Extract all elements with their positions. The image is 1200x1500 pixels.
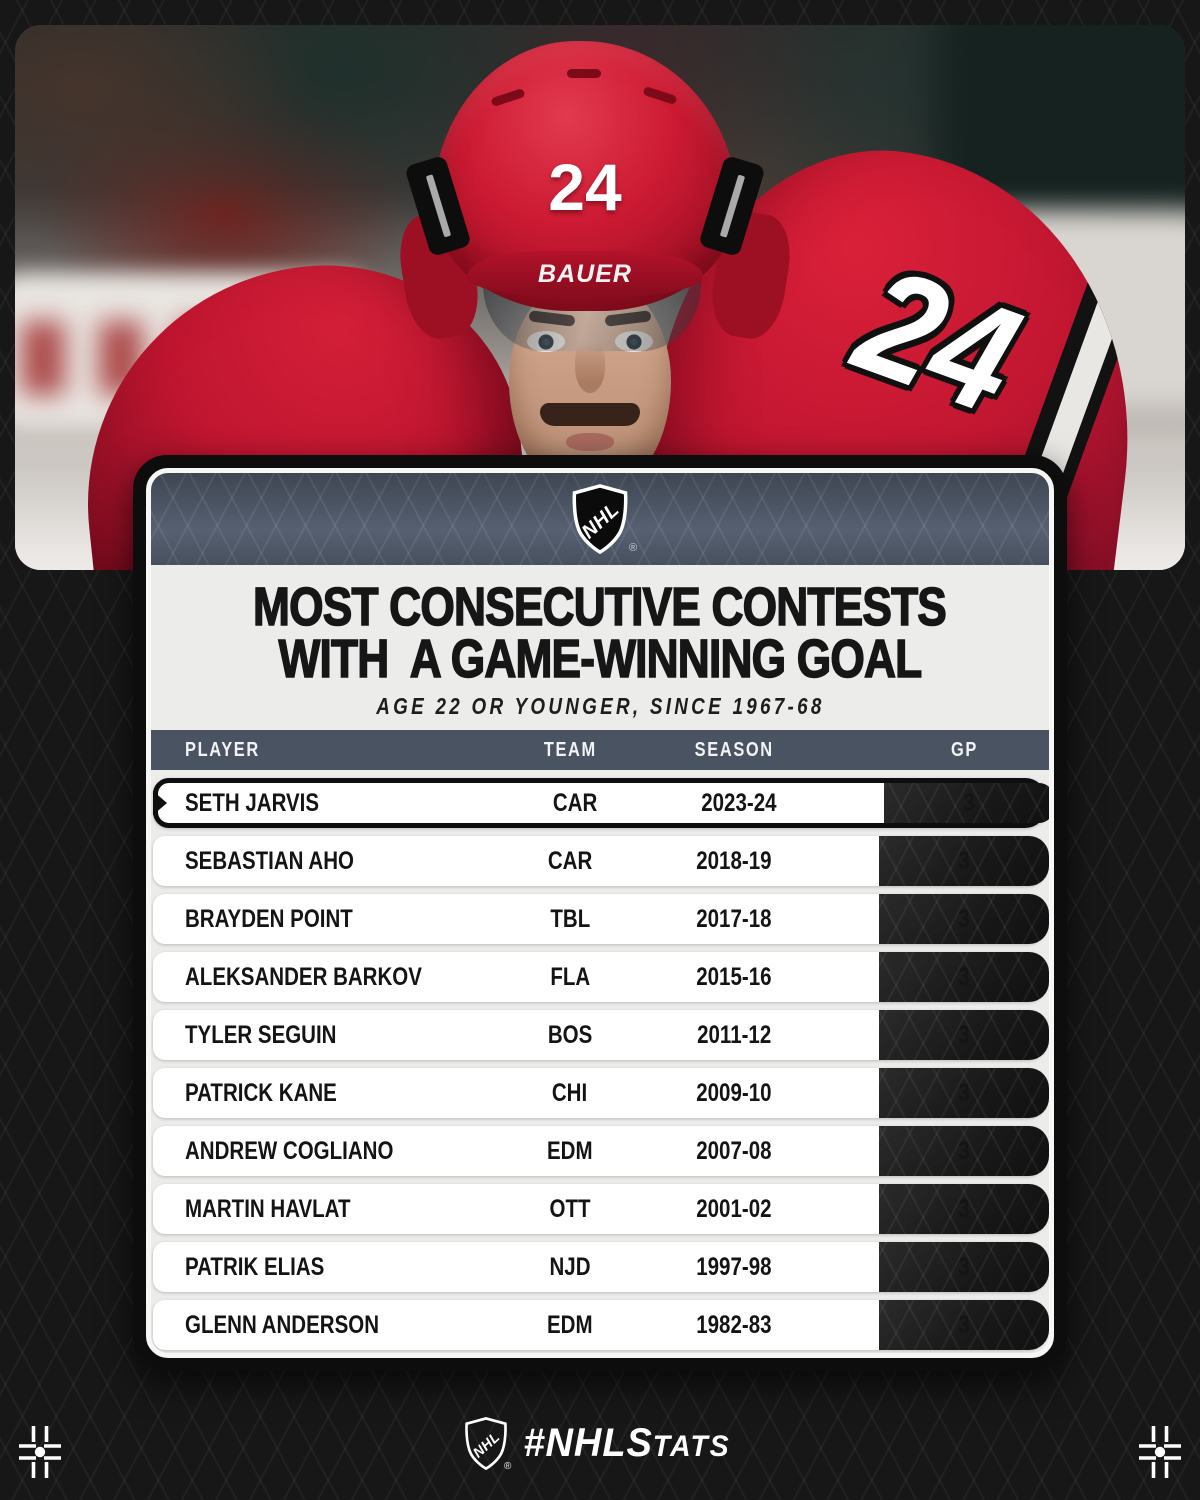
column-header-team: TEAM <box>543 738 597 761</box>
row-spacer <box>809 1010 879 1060</box>
season-value: 2011-12 <box>696 1020 772 1049</box>
table-row: ALEKSANDER BARKOV FLA 2015-16 3 <box>153 952 1049 1002</box>
card-title-line1: MOST CONSECUTIVE CONTESTS <box>253 577 948 637</box>
faceoff-mark-left <box>19 1426 61 1478</box>
helmet-brand-text: BAUER <box>538 259 632 288</box>
player-name: ALEKSANDER BARKOV <box>185 962 422 991</box>
gp-pill: 3 <box>879 1126 1049 1176</box>
table-body: SETH JARVIS CAR 2023-24 3 SEBASTIAN AHO … <box>151 778 1049 1350</box>
player-name: MARTIN HAVLAT <box>185 1194 351 1223</box>
helmet-vent <box>490 87 526 108</box>
player-name: BRAYDEN POINT <box>185 904 353 933</box>
team-abbr: EDM <box>547 1136 593 1165</box>
table-row: PATRICK KANE CHI 2009-10 3 <box>153 1068 1049 1118</box>
table-row: TYLER SEGUIN BOS 2011-12 3 <box>153 1010 1049 1060</box>
row-spacer <box>809 1126 879 1176</box>
svg-text:NHL: NHL <box>470 1428 503 1460</box>
nhl-logo: NHL <box>572 484 628 554</box>
gp-pill: 3 <box>879 1184 1049 1234</box>
table-row: PATRIK ELIAS NJD 1997-98 3 <box>153 1242 1049 1292</box>
player-name: ANDREW COGLIANO <box>185 1136 394 1165</box>
card-title-line2: WITH A GAME-WINNING GOAL <box>278 629 923 689</box>
registered-trademark-footer: ® <box>503 1460 512 1472</box>
season-value: 1982-83 <box>696 1310 772 1339</box>
helmet-vent <box>567 69 601 78</box>
season-value: 2023-24 <box>701 788 777 817</box>
season-value: 2018-19 <box>696 846 772 875</box>
row-spacer <box>809 1300 879 1350</box>
nhlstats-hashtag: #NHLS TATS <box>523 1421 730 1466</box>
card-header-band: NHL ® <box>151 473 1049 565</box>
season-value: 2017-18 <box>696 904 772 933</box>
season-value: 2007-08 <box>696 1136 772 1165</box>
gp-pill: 3 <box>879 1010 1049 1060</box>
team-abbr: BOS <box>547 1020 593 1049</box>
season-value: 2015-16 <box>696 962 772 991</box>
nhlstats-lockup: NHL ® #NHLS TATS <box>464 1416 736 1472</box>
mustache <box>540 403 640 426</box>
footer: NHL ® #NHLS TATS <box>0 1408 1200 1478</box>
column-header-player: PLAYER <box>185 738 260 761</box>
row-spacer <box>809 1242 879 1292</box>
player-name: SEBASTIAN AHO <box>185 846 354 875</box>
row-spacer <box>814 783 884 823</box>
table-row: BRAYDEN POINT TBL 2017-18 3 <box>153 894 1049 944</box>
gp-pill: 3 <box>879 1068 1049 1118</box>
season-value: 2009-10 <box>696 1078 772 1107</box>
team-abbr: CHI <box>552 1078 588 1107</box>
hashtag-main: #NHLS <box>523 1420 653 1465</box>
faceoff-mark-right <box>1139 1426 1181 1478</box>
row-spacer <box>809 1068 879 1118</box>
gp-pill: 3 <box>879 836 1049 886</box>
gp-pill: 3 <box>879 894 1049 944</box>
column-header-gp: GP <box>950 738 978 761</box>
table-row: SEBASTIAN AHO CAR 2018-19 3 <box>153 836 1049 886</box>
stats-card-body: NHL ® MOST CONSECUTIVE CONTESTS WITH A G… <box>146 468 1054 1358</box>
season-value: 2001-02 <box>696 1194 772 1223</box>
table-row: ANDREW COGLIANO EDM 2007-08 3 <box>153 1126 1049 1176</box>
helmet-number: 24 <box>548 150 622 224</box>
gp-pill: 3 <box>879 952 1049 1002</box>
team-abbr: OTT <box>549 1194 591 1223</box>
helmet-vent <box>642 85 678 106</box>
column-header-season: SEASON <box>694 738 774 761</box>
gp-pill: 3 <box>879 1242 1049 1292</box>
team-abbr: CAR <box>552 788 598 817</box>
row-spacer <box>809 952 879 1002</box>
team-abbr: TBL <box>550 904 590 933</box>
row-spacer <box>809 894 879 944</box>
table-row: GLENN ANDERSON EDM 1982-83 3 <box>153 1300 1049 1350</box>
table-row: MARTIN HAVLAT OTT 2001-02 3 <box>153 1184 1049 1234</box>
player-name: TYLER SEGUIN <box>185 1020 337 1049</box>
table-row: SETH JARVIS CAR 2023-24 3 <box>153 778 1049 828</box>
team-abbr: NJD <box>549 1252 591 1281</box>
stats-card: NHL ® MOST CONSECUTIVE CONTESTS WITH A G… <box>133 455 1067 1371</box>
hashtag-small: TATS <box>652 1429 731 1463</box>
team-abbr: FLA <box>550 962 590 991</box>
player-name: SETH JARVIS <box>185 788 320 817</box>
shoulder-number: 24 <box>837 234 1039 447</box>
table-header: PLAYER TEAM SEASON GP <box>151 730 1049 770</box>
row-spacer <box>809 836 879 886</box>
row-spacer <box>809 1184 879 1234</box>
gp-pill: 3 <box>884 783 1049 823</box>
card-subtitle: AGE 22 OR YOUNGER, SINCE 1967-68 <box>375 693 825 719</box>
player-name: PATRICK KANE <box>185 1078 337 1107</box>
helmet: 24 BAUER <box>404 41 766 311</box>
player-name: GLENN ANDERSON <box>185 1310 380 1339</box>
nhl-logo-outline: NHL <box>465 1416 507 1470</box>
player-name: PATRIK ELIAS <box>185 1252 325 1281</box>
registered-trademark: ® <box>628 542 638 554</box>
gp-pill: 3 <box>879 1300 1049 1350</box>
mouth <box>566 433 614 451</box>
helmet-brim: BAUER <box>467 251 703 297</box>
team-abbr: EDM <box>547 1310 593 1339</box>
season-value: 1997-98 <box>696 1252 772 1281</box>
team-abbr: CAR <box>547 846 593 875</box>
